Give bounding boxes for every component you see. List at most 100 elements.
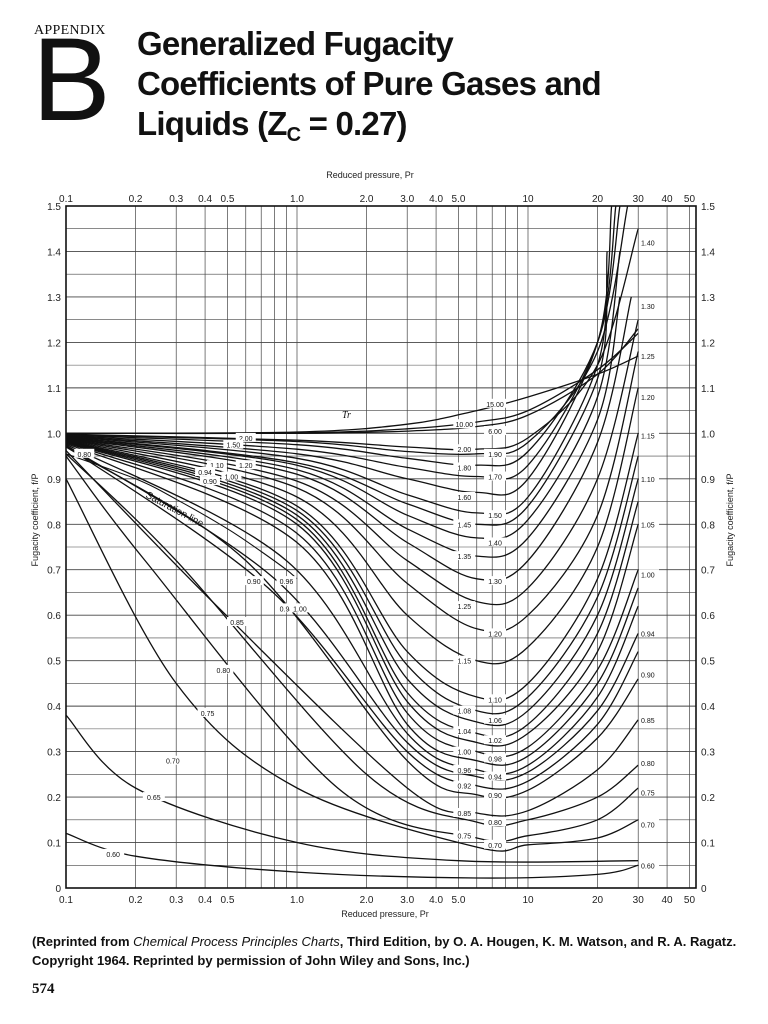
x-tick-top: 30 [633, 194, 645, 205]
tr-curve-1.20 [65, 351, 639, 633]
curve-label: 1.02 [488, 738, 502, 745]
y-tick-left: 1.1 [47, 384, 61, 395]
tr-curve-0.90 [65, 446, 639, 799]
y-tick-left: 0 [55, 884, 61, 895]
x-tick-top: 50 [684, 194, 696, 205]
curve-label: 1.20 [488, 631, 502, 638]
y-tick-left: 0.6 [47, 611, 61, 622]
tr-curve-1.35 [65, 296, 621, 558]
x-tick-top: 5.0 [452, 194, 466, 205]
curve-label: 1.04 [457, 729, 471, 736]
curve-label: 0.70 [488, 843, 502, 850]
x-tick-bottom: 0.1 [59, 895, 73, 906]
y-tick-right: 0.2 [701, 793, 715, 804]
right-curve-label: 0.90 [641, 672, 655, 679]
inline-curve-label: 0.96 [280, 579, 294, 586]
tr-curve-0.80 [65, 453, 639, 827]
tr-curve-1.08 [65, 439, 639, 715]
x-tick-top: 4.0 [429, 194, 443, 205]
tr-curve-1.04 [65, 440, 639, 738]
y-tick-left: 0.1 [47, 839, 61, 850]
y-tick-right: 0.1 [701, 839, 715, 850]
caption-book-title: Chemical Process Principles Charts [133, 934, 340, 949]
x-tick-top: 3.0 [400, 194, 414, 205]
curve-label: 1.60 [457, 495, 471, 502]
y-tick-left: 0.7 [47, 566, 61, 577]
x-tick-bottom: 3.0 [400, 895, 414, 906]
right-curve-label: 1.05 [641, 522, 655, 529]
y-tick-right: 0.6 [701, 611, 715, 622]
x-tick-bottom: 0.2 [129, 895, 143, 906]
right-curve-label: 0.70 [641, 822, 655, 829]
x-tick-bottom: 1.0 [290, 895, 304, 906]
tr-curve-1.00 [65, 441, 639, 758]
saturation-line [65, 453, 298, 580]
y-tick-left: 0.5 [47, 657, 61, 668]
y-tick-right: 0.7 [701, 566, 715, 577]
tr-curve-0.65 [65, 714, 639, 863]
y-tick-right: 1.0 [701, 429, 715, 440]
x-tick-top: 20 [592, 194, 604, 205]
y-tick-right: 1.5 [701, 202, 715, 213]
fugacity-chart: 15.0010.006.002.001.901.801.701.601.501.… [30, 170, 735, 919]
right-curve-label: 0.94 [641, 631, 655, 638]
curve-label: 1.25 [457, 604, 471, 611]
chart-curves [65, 205, 639, 879]
tr-curve-0.75 [65, 455, 639, 843]
curve-label: 0.75 [457, 834, 471, 841]
x-tick-top: 1.0 [290, 194, 304, 205]
inline-curve-label: 0.80 [217, 668, 231, 675]
inline-curve-label: 0.75 [201, 711, 215, 718]
right-curve-label: 0.60 [641, 863, 655, 870]
tr-curve-0.85 [65, 450, 639, 817]
y-tick-right: 1.3 [701, 293, 715, 304]
title-line-3-prefix: Liquids (Z [137, 105, 287, 142]
tr-curve-1.45 [65, 274, 608, 526]
y-tick-right: 1.2 [701, 338, 715, 349]
inline-curve-label: 1.00 [225, 475, 239, 482]
inline-curve-label: 1.20 [239, 463, 253, 470]
y-tick-left: 0.8 [47, 520, 61, 531]
curve-label: 0.96 [457, 768, 471, 775]
tr-curve-1.15 [65, 387, 639, 665]
inline-curve-label: 0.80 [77, 452, 91, 459]
x-tick-bottom: 0.3 [169, 895, 183, 906]
caption-suffix: , Third Edition, by O. A. Hougen, K. M. … [32, 934, 737, 968]
caption-prefix: (Reprinted from [32, 934, 134, 949]
tr-curve-1.06 [65, 440, 639, 727]
y-tick-left: 1.0 [47, 429, 61, 440]
inline-curve-label: 0.90 [203, 479, 217, 486]
y-tick-left: 1.2 [47, 338, 61, 349]
curve-label: 0.98 [488, 756, 502, 763]
curve-label: 0.60 [106, 852, 120, 859]
page-number: 574 [32, 981, 55, 997]
y-tick-left: 0.2 [47, 793, 61, 804]
tr-curve-1.50 [65, 251, 608, 516]
x-tick-bottom: 10 [522, 895, 534, 906]
x-tick-bottom: 4.0 [429, 895, 443, 906]
curve-label: 10.00 [456, 422, 474, 429]
inline-curve-label: 1.00 [293, 606, 307, 613]
curve-label: 0.65 [147, 795, 161, 802]
y-tick-right: 0.4 [701, 702, 715, 713]
curve-label: 1.45 [457, 522, 471, 529]
right-curve-label: 1.15 [641, 434, 655, 441]
y-tick-right: 0.5 [701, 657, 715, 668]
saturation-curve [65, 453, 298, 580]
curve-label: 1.30 [488, 579, 502, 586]
figure-caption: (Reprinted from Chemical Process Princip… [32, 932, 752, 970]
x-tick-bottom: 0.5 [221, 895, 235, 906]
curve-label: 1.50 [488, 513, 502, 520]
curve-label: 1.00 [457, 750, 471, 757]
tr-curve-1.80 [65, 205, 621, 467]
inline-curve-label: 0.85 [230, 620, 244, 627]
tr-curve-0.92 [65, 445, 639, 790]
curve-label: 15.00 [486, 402, 504, 409]
tr-curve-0.70 [65, 478, 639, 852]
curve-label: 1.90 [488, 452, 502, 459]
x-tick-bottom: 20 [592, 895, 604, 906]
right-curve-label: 0.75 [641, 791, 655, 798]
right-curve-label: 0.85 [641, 718, 655, 725]
x-tick-top: 0.5 [221, 194, 235, 205]
tr-curve-1.25 [65, 319, 639, 606]
